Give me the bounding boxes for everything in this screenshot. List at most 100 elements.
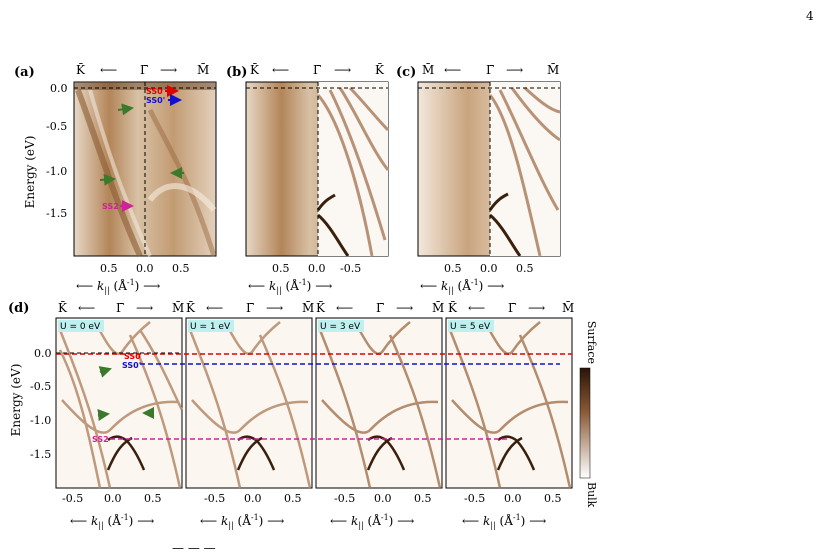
svg-text:⟶: ⟶	[396, 301, 413, 315]
svg-text:0.5: 0.5	[544, 492, 562, 505]
svg-text:U = 3 eV: U = 3 eV	[320, 322, 361, 332]
svg-text:0.0: 0.0	[34, 347, 52, 360]
svg-text:⟵: ⟵	[272, 63, 289, 77]
ytick: -1.5	[46, 207, 67, 220]
svg-text:0.5: 0.5	[516, 262, 534, 275]
svg-text:⟶: ⟶	[334, 63, 351, 77]
svg-text:⟶: ⟶	[136, 301, 153, 315]
svg-text:⟵: ⟵	[206, 301, 223, 315]
colorbar	[579, 367, 591, 479]
svg-text:M̄: M̄	[172, 300, 184, 315]
svg-text:0.0: 0.0	[308, 262, 326, 275]
svg-text:M̄: M̄	[302, 300, 314, 315]
panel-a-top-left: K̄	[76, 62, 86, 77]
svg-text:⟵ k|| (Å-1) ⟶: ⟵ k|| (Å-1) ⟶	[248, 278, 332, 295]
svg-text:-0.5: -0.5	[334, 492, 355, 505]
svg-text:M̄: M̄	[432, 300, 444, 315]
svg-text:Γ̄: Γ̄	[508, 301, 516, 315]
svg-text:⟵: ⟵	[78, 301, 95, 315]
svg-text:0.0: 0.0	[374, 492, 392, 505]
ytick: 0.0	[50, 82, 68, 95]
svg-text:M̄: M̄	[562, 300, 574, 315]
svg-text:K̄: K̄	[58, 300, 68, 315]
svg-text:M̄: M̄	[547, 62, 559, 77]
svg-text:⟶: ⟶	[266, 301, 283, 315]
svg-text:⟵ k|| (Å-1) ⟶: ⟵ k|| (Å-1) ⟶	[462, 513, 546, 530]
svg-text:-0.5: -0.5	[204, 492, 225, 505]
svg-text:-1.0: -1.0	[30, 414, 51, 427]
x-axis-labels-row1: ⟵ k|| (Å-1) ⟶ ⟵ k|| (Å-1) ⟶ ⟵ k|| (Å-1) …	[76, 278, 504, 295]
svg-text:⟵ k|| (Å-1) ⟶: ⟵ k|| (Å-1) ⟶	[76, 278, 160, 295]
svg-text:Γ̄: Γ̄	[246, 301, 254, 315]
subpanel-u3: K̄ Γ̄ M̄ ⟵ ⟶ U = 3 eV -0.5 0.0 0.5	[315, 300, 444, 505]
u-label: U = 0 eV	[60, 322, 101, 332]
panel-c-label: (c)	[396, 65, 416, 80]
svg-text:Γ̄: Γ̄	[313, 63, 321, 77]
svg-text:K̄: K̄	[448, 300, 458, 315]
subpanel-u0: K̄ Γ̄ M̄ ⟵ ⟶ U = 0 eV -0.5 0.0 0.5	[55, 300, 184, 505]
subpanel-u5: K̄ Γ̄ M̄ ⟵ ⟶ U = 5 eV -0.5 0.0 0.5	[445, 300, 574, 505]
svg-text:⟵ k|| (Å-1) ⟶: ⟵ k|| (Å-1) ⟶	[330, 513, 414, 530]
xtick: 0.5	[172, 262, 190, 275]
svg-text:⟵: ⟵	[444, 63, 461, 77]
svg-text:⟵: ⟵	[336, 301, 353, 315]
panel-d-label: (d)	[8, 301, 29, 316]
svg-text:0.0: 0.0	[504, 492, 522, 505]
svg-text:0.0: 0.0	[480, 262, 498, 275]
panel-b: (b) K̄ Γ̄ K̄ ⟵ ⟶ 0.5 0.0 -0.5	[226, 62, 390, 275]
svg-text:⟵ k|| (Å-1) ⟶: ⟵ k|| (Å-1) ⟶	[70, 513, 154, 530]
ytick: -0.5	[46, 120, 67, 133]
ss2-label: SS2	[102, 202, 119, 211]
svg-text:-0.5: -0.5	[30, 380, 51, 393]
subpanel-u1: K̄ Γ̄ M̄ ⟵ ⟶ U = 1 eV -0.5 0.0 0.5	[185, 300, 314, 505]
colorbar-bottom: Bulk	[585, 482, 598, 508]
ytick: -1.0	[46, 165, 67, 178]
svg-text:-1.5: -1.5	[30, 448, 51, 461]
arrow-right-icon: ⟶	[160, 63, 177, 77]
panel-c: (c) M̄ Γ̄ M̄ ⟵ ⟶ 0.5 0.0 0.5	[396, 62, 561, 275]
xtick: 0.0	[136, 262, 154, 275]
svg-text:M̄: M̄	[422, 62, 434, 77]
ss0-label: SS0	[146, 87, 163, 96]
svg-text:K̄: K̄	[316, 300, 326, 315]
svg-text:0.5: 0.5	[414, 492, 432, 505]
svg-text:-0.5: -0.5	[62, 492, 83, 505]
svg-text:0.5: 0.5	[284, 492, 302, 505]
svg-text:K̄: K̄	[186, 300, 196, 315]
svg-text:0.0: 0.0	[244, 492, 262, 505]
panel-a-label: (a)	[14, 65, 35, 80]
svg-text:SS0: SS0	[124, 352, 141, 361]
svg-text:U = 5 eV: U = 5 eV	[450, 322, 491, 332]
svg-text:Γ̄: Γ̄	[116, 301, 124, 315]
xtick: 0.5	[100, 262, 118, 275]
svg-text:U = 1 eV: U = 1 eV	[190, 322, 231, 332]
svg-text:-0.5: -0.5	[340, 262, 361, 275]
svg-text:0.5: 0.5	[144, 492, 162, 505]
page-number: 4	[806, 9, 814, 23]
svg-text:⟶: ⟶	[528, 301, 545, 315]
colorbar-top: Surface	[585, 321, 598, 364]
ss0prime-label: SS0'	[146, 96, 165, 105]
panel-d: (d) Energy (eV) 0.0 -0.5 -1.0 -1.5 K̄ Γ̄…	[8, 300, 598, 530]
svg-text:K̄: K̄	[250, 62, 260, 77]
panel-a-top-right: M̄	[197, 62, 209, 77]
svg-text:K̄: K̄	[375, 62, 385, 77]
arrow-left-icon: ⟵	[100, 63, 117, 77]
svg-text:Γ̄: Γ̄	[376, 301, 384, 315]
svg-text:⟵ k|| (Å-1) ⟶: ⟵ k|| (Å-1) ⟶	[200, 513, 284, 530]
y-axis-label: Energy (eV)	[23, 136, 37, 209]
svg-text:Γ̄: Γ̄	[486, 63, 494, 77]
panel-a-top-mid: Γ̄	[140, 63, 148, 77]
svg-text:⟵: ⟵	[468, 301, 485, 315]
footer-fragment: — — —	[172, 541, 216, 554]
svg-text:0.5: 0.5	[272, 262, 290, 275]
svg-text:SS0': SS0'	[122, 361, 141, 370]
green-arrow-icon	[117, 103, 134, 116]
svg-text:⟵ k|| (Å-1) ⟶: ⟵ k|| (Å-1) ⟶	[420, 278, 504, 295]
svg-text:0.5: 0.5	[444, 262, 462, 275]
panel-b-label: (b)	[226, 65, 247, 80]
svg-text:Energy (eV): Energy (eV)	[9, 364, 23, 437]
svg-text:-0.5: -0.5	[464, 492, 485, 505]
green-arrow-icon	[99, 173, 116, 186]
